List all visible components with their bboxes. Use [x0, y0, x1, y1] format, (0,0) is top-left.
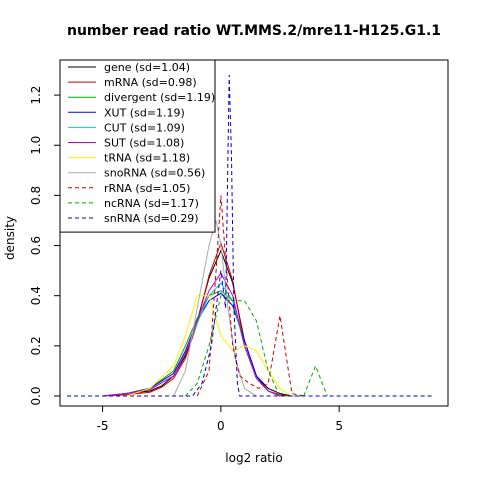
series-line [102, 290, 281, 397]
series-line [102, 272, 281, 397]
legend-label: XUT (sd=1.19) [104, 106, 185, 119]
y-axis-label: density [3, 216, 17, 260]
series-line [126, 295, 293, 397]
legend: gene (sd=1.04) mRNA (sd=0.98) divergent (s… [59, 59, 216, 233]
legend-label: gene (sd=1.04) [104, 61, 190, 74]
legend-label: divergent (sd=1.19) [104, 91, 215, 104]
legend-label: CUT (sd=1.09) [104, 121, 185, 134]
series-line [102, 292, 281, 397]
y-tick-label: 0.2 [29, 336, 43, 355]
x-tick-label: 5 [335, 419, 343, 433]
series-line [102, 249, 293, 397]
series-line [173, 220, 257, 397]
series-line [67, 74, 434, 397]
y-tick-label: 0.4 [29, 286, 43, 305]
series-line [196, 195, 304, 397]
y-axis: 0.0 0.2 0.4 0.6 0.8 1.0 1.2 [29, 86, 60, 406]
legend-label: snoRNA (sd=0.56) [104, 167, 205, 180]
x-axis: -5 0 5 [97, 405, 343, 433]
legend-box [59, 59, 216, 233]
x-tick-label: 0 [217, 419, 225, 433]
series-layer [67, 74, 434, 397]
legend-label: tRNA (sd=1.18) [104, 152, 190, 165]
x-tick-label: -5 [97, 419, 109, 433]
chart-title: number read ratio WT.MMS.2/mre11-H125.G1… [67, 23, 441, 39]
legend-label: snRNA (sd=0.29) [104, 212, 199, 225]
x-axis-label: log2 ratio [225, 451, 282, 465]
y-tick-label: 0.0 [29, 386, 43, 405]
y-tick-label: 1.0 [29, 136, 43, 155]
series-line [185, 295, 328, 397]
y-tick-label: 0.8 [29, 186, 43, 205]
y-tick-label: 0.6 [29, 236, 43, 255]
legend-label: SUT (sd=1.08) [104, 137, 184, 150]
legend-label: ncRNA (sd=1.17) [104, 197, 199, 210]
y-tick-label: 1.2 [29, 86, 43, 105]
legend-label: mRNA (sd=0.98) [104, 76, 197, 89]
legend-label: rRNA (sd=1.05) [104, 182, 190, 195]
